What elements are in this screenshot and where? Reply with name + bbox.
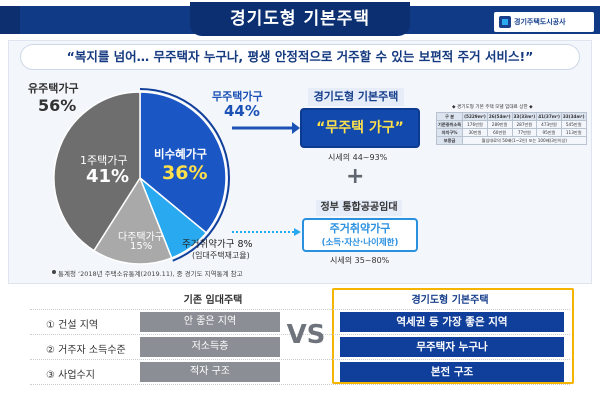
gyeonggi-basic-cell: 역세권 등 가장 좋은 지역	[340, 312, 564, 332]
rent-cap-table: 구 분 (5229m²) 26(54m²) 33(33m²) 41(37m²) 33(34…	[435, 112, 587, 145]
header-left-decoration	[0, 6, 20, 34]
label-vulnerable: 주거취약가구 8%	[182, 239, 253, 250]
compare-row-label: ① 건설 지역	[46, 320, 99, 331]
gyeonggi-target: “무주택 가구”	[316, 120, 404, 136]
slogan-box	[20, 44, 580, 70]
row-divider	[30, 384, 570, 385]
label-multi-home: 다주택가구	[118, 232, 164, 243]
rent-cap-cell: 95만원	[536, 128, 562, 137]
label-one-home-percent: 41%	[86, 166, 130, 187]
rent-cap-cell: 33(33m²)	[511, 112, 538, 121]
label-vulnerable-sub: (임대주택재고율)	[192, 251, 250, 260]
existing-rental-cell: 저소득층	[140, 337, 280, 357]
rent-cap-cell: 26(54m²)	[486, 112, 513, 121]
public-rental-target-box	[302, 218, 418, 252]
public-rental-label: 정부 통합공공임대	[320, 202, 398, 213]
public-rental-rent: 시세의 35~80%	[330, 256, 390, 265]
gyeonggi-basic-cell: 본전 구조	[340, 362, 564, 382]
rent-cap-row: 자치구% 30만원 60만원 77만원 95만원 113만원	[435, 128, 587, 137]
row-divider	[30, 309, 570, 310]
rent-cap-table-title: ◆ 경기도형 기본 주택 모델 임대료 상한 ◆	[452, 105, 533, 110]
rent-cap-cell: 287만원	[511, 120, 538, 129]
rent-cap-cell: (5229m²)	[462, 112, 488, 121]
label-homeless-households: 무주택가구	[212, 90, 263, 103]
rent-cap-cell: 60만원	[486, 128, 513, 137]
label-non-beneficiary-percent: 36%	[162, 162, 208, 184]
plus-icon: +	[346, 164, 365, 189]
rent-cap-row: 구 분 (5229m²) 26(54m²) 33(33m²) 41(37m²) 33(34…	[435, 112, 587, 121]
vs-label: VS	[286, 320, 326, 350]
row-divider	[30, 359, 570, 360]
header: 경기도형 기본주택 경기주택도시공사	[0, 0, 600, 36]
label-owner-percent: 56%	[38, 96, 77, 115]
label-one-home: 1주택가구	[80, 154, 128, 167]
public-rental-target: 주거취약가구	[329, 222, 391, 235]
source-note: 통계청 ‘2018년 주택소유통계(2019.11), 중 경기도 지역통계 참…	[58, 270, 243, 278]
label-multi-home-percent: 15%	[130, 241, 153, 252]
rent-cap-cell: 보증금	[435, 136, 464, 145]
logo	[494, 12, 594, 32]
existing-rental-header: 기존 임대주택	[183, 295, 243, 306]
compare-row-label: ③ 사업수지	[46, 370, 95, 381]
compare-row-label: ② 거주자 소득수준	[46, 345, 126, 356]
rent-cap-cell: 자치구%	[435, 128, 464, 137]
rent-cap-cell: 41(37m²)	[536, 112, 562, 121]
rent-cap-row: 보증금 월임대료의 50배(1~2인) 또는 100배(3인이상)	[435, 136, 587, 145]
rent-cap-cell: 월임대료의 50배(1~2인) 또는 100배(3인이상)	[462, 136, 587, 145]
label-homeless-percent: 44%	[224, 102, 260, 120]
existing-rental-cell: 안 좋은 지역	[140, 312, 280, 332]
gh-logo-icon	[499, 16, 511, 28]
label-non-beneficiary: 비수혜가구	[154, 147, 207, 161]
gyeonggi-rent: 시세의 44~93%	[328, 153, 388, 162]
gyeonggi-label: 경기도형 기본주택	[313, 90, 399, 103]
rent-cap-cell: 176만원	[462, 120, 488, 129]
gyeonggi-target-box	[300, 108, 420, 148]
gyeonggi-compare-frame	[332, 288, 574, 384]
rent-cap-cell: 구 분	[435, 112, 464, 121]
rent-cap-cell: 473만원	[536, 120, 562, 129]
page-title: 경기도형 기본주택	[229, 9, 371, 29]
rent-cap-cell: 33(34m²)	[560, 112, 587, 121]
rent-cap-row: 기준중위소득 176만원 289만원 287만원 473만원 545만원	[435, 120, 587, 129]
row-divider	[30, 334, 570, 335]
rent-cap-cell: 기준중위소득	[435, 120, 464, 129]
bullet-icon	[52, 270, 56, 274]
header-title-tab	[190, 2, 410, 36]
gyeonggi-basic-cell: 무주택자 누구나	[340, 337, 564, 357]
label-owner-households: 유주택가구	[28, 82, 79, 95]
logo-text: 경기주택도시공사	[514, 18, 566, 26]
slogan: “복지를 넘어… 무주택자 누구나, 평생 안정적으로 거주할 수 있는 보편적…	[66, 49, 534, 64]
rent-cap-cell: 113만원	[560, 128, 587, 137]
rent-cap-cell: 289만원	[486, 120, 513, 129]
existing-rental-cell: 적자 구조	[140, 362, 280, 382]
gyeonggi-basic-header: 경기도형 기본주택	[411, 295, 489, 306]
rent-cap-cell: 545만원	[560, 120, 587, 129]
gyeonggi-label-box	[308, 88, 404, 106]
public-rental-label-box	[316, 200, 402, 216]
rent-cap-cell: 30만원	[462, 128, 488, 137]
public-rental-conditions: (소득·자산·나이제한)	[321, 238, 399, 248]
rent-cap-cell: 77만원	[511, 128, 538, 137]
